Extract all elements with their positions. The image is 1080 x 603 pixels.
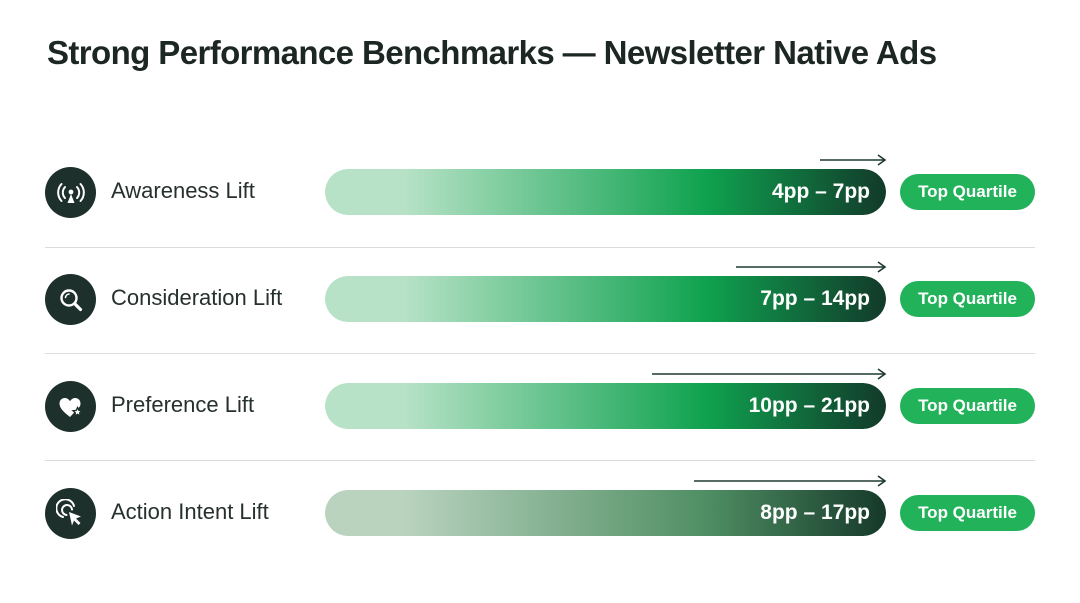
range-label: 7pp – 14pp xyxy=(760,287,870,310)
heart-star-icon xyxy=(45,381,96,432)
range-bar-fill xyxy=(325,169,886,215)
top-quartile-badge: Top Quartile xyxy=(900,388,1035,424)
range-bar-fill xyxy=(325,490,886,536)
benchmark-row: Preference Lift 10pp – 21pp Top Quartile xyxy=(0,354,1080,461)
top-quartile-badge: Top Quartile xyxy=(900,495,1035,531)
range-bar-fill xyxy=(325,383,886,429)
row-divider xyxy=(45,247,1035,248)
range-label: 4pp – 7pp xyxy=(771,180,870,203)
magnifier-icon xyxy=(45,274,96,325)
top-quartile-badge: Top Quartile xyxy=(900,281,1035,317)
row-divider xyxy=(45,460,1035,461)
range-bar: 10pp – 21pp xyxy=(325,383,886,429)
top-quartile-badge: Top Quartile xyxy=(900,174,1035,210)
metric-label: Awareness Lift xyxy=(111,178,255,203)
range-bar: 4pp – 7pp xyxy=(325,169,886,215)
range-arrow xyxy=(652,368,887,380)
metric-label: Consideration Lift xyxy=(111,285,283,310)
broadcast-icon xyxy=(45,167,96,218)
range-arrow-head xyxy=(877,368,887,380)
benchmark-row: Awareness Lift 4pp – 7pp Top Quartile xyxy=(0,140,1080,247)
range-arrow xyxy=(736,261,887,273)
range-label: 10pp – 21pp xyxy=(748,394,870,417)
metric-label: Preference Lift xyxy=(111,392,255,417)
range-arrow xyxy=(820,154,887,166)
range-arrow-head xyxy=(877,475,887,487)
range-arrow-head xyxy=(877,261,887,273)
range-bar: 7pp – 14pp xyxy=(325,276,886,322)
metric-label: Action Intent Lift xyxy=(111,499,269,524)
row-divider xyxy=(45,353,1035,354)
range-bar-fill xyxy=(325,276,886,322)
cursor-click-icon xyxy=(45,488,96,539)
range-bar: 8pp – 17pp xyxy=(325,490,886,536)
benchmark-row: Consideration Lift 7pp – 14pp Top Quartile xyxy=(0,247,1080,354)
range-arrow-head xyxy=(877,154,887,166)
range-label: 8pp – 17pp xyxy=(760,501,870,524)
benchmark-row: Action Intent Lift 8pp – 17pp Top Quartile xyxy=(0,461,1080,568)
page-title: Strong Performance Benchmarks — Newslett… xyxy=(47,34,937,71)
range-arrow xyxy=(694,475,887,487)
